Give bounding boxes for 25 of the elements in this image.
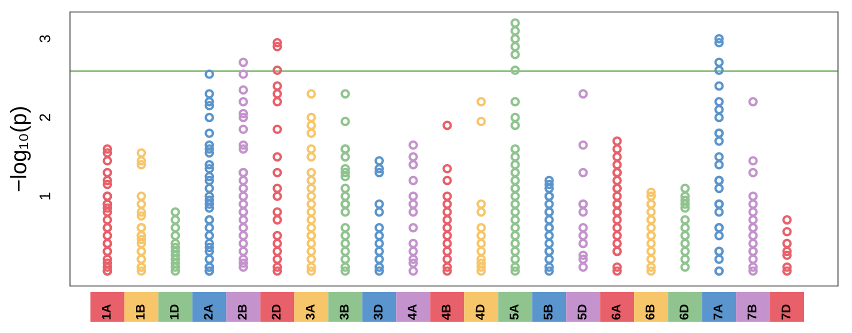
y-tick-label: 3 — [39, 35, 50, 42]
x-tick-label: 3A — [306, 304, 315, 320]
y-tick-label: 2 — [39, 114, 50, 121]
x-tick-label: 5B — [544, 304, 553, 320]
y-tick-label: 1 — [40, 192, 50, 200]
x-tick-label: 1B — [136, 304, 145, 320]
x-tick-label: 6D — [680, 304, 688, 320]
x-tick-label: 4B — [442, 304, 450, 320]
x-tick-label: 7A — [714, 304, 722, 320]
x-tick-label: 4A — [408, 304, 416, 320]
x-tick-label: 6A — [612, 304, 620, 320]
x-tick-label: 2B — [238, 304, 247, 320]
x-tick-label: 1A — [102, 304, 111, 320]
x-tick-label: 6B — [646, 304, 654, 320]
x-tick-label: 7B — [748, 304, 756, 320]
x-tick-label: 3D — [374, 304, 383, 320]
x-tick-label: 2D — [272, 304, 281, 320]
y-axis-title: −log₁₀(p) — [10, 107, 31, 192]
x-tick-label: 5A — [510, 304, 519, 320]
x-tick-label: 1D — [170, 304, 179, 320]
x-tick-label: 4D — [476, 304, 484, 320]
x-tick-label: 7D — [782, 304, 790, 320]
x-tick-label: 5D — [578, 304, 586, 320]
x-tick-label: 2A — [204, 304, 213, 320]
x-tick-label: 3B — [340, 304, 349, 320]
